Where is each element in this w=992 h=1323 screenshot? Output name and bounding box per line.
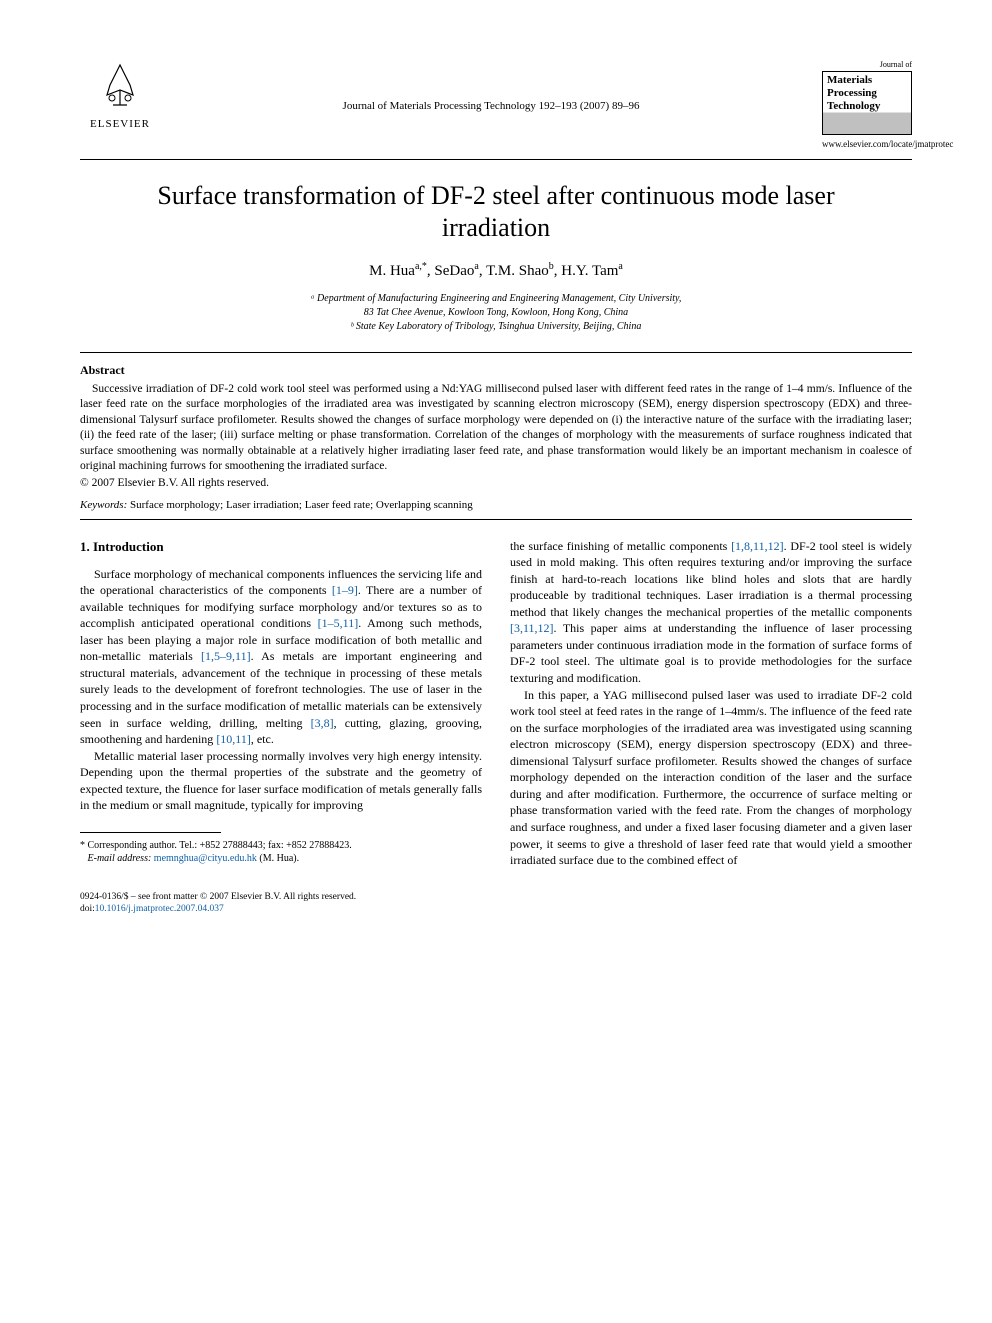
keywords-text: Surface morphology; Laser irradiation; L… <box>127 499 472 511</box>
ref-link[interactable]: [3,8] <box>311 716 334 730</box>
abstract-text: Successive irradiation of DF-2 cold work… <box>80 382 912 475</box>
keywords-line: Keywords: Surface morphology; Laser irra… <box>80 499 912 511</box>
author-3: , T.M. Shao <box>479 263 549 279</box>
author-1-affil: a, <box>415 261 422 272</box>
abstract-label: Abstract <box>80 363 912 378</box>
section-heading-intro: 1. Introduction <box>80 538 482 556</box>
email-link[interactable]: memnghua@cityu.edu.hk <box>154 853 257 864</box>
publisher-logo: ELSEVIER <box>80 60 160 130</box>
ref-link[interactable]: [3,11,12] <box>510 621 554 635</box>
p3-a: the surface finishing of metallic compon… <box>510 539 731 553</box>
cover-top-label: Journal of <box>822 60 912 69</box>
intro-para-3: the surface finishing of metallic compon… <box>510 538 912 687</box>
column-left: 1. Introduction Surface morphology of me… <box>80 538 482 869</box>
cover-box: Materials Processing Technology <box>822 71 912 135</box>
affiliation-a-line2: 83 Tat Chee Avenue, Kowloon Tong, Kowloo… <box>80 306 912 320</box>
abstract-copyright: © 2007 Elsevier B.V. All rights reserved… <box>80 477 912 489</box>
ref-link[interactable]: [10,11] <box>216 732 251 746</box>
p1-f: , etc. <box>251 732 274 746</box>
intro-para-2: Metallic material laser processing norma… <box>80 748 482 814</box>
ref-link[interactable]: [1–5,11] <box>318 616 359 630</box>
article-title: Surface transformation of DF-2 steel aft… <box>130 180 862 245</box>
ref-link[interactable]: [1,8,11,12] <box>731 539 784 553</box>
cover-line2: Processing <box>827 87 907 100</box>
footer-block: 0924-0136/$ – see front matter © 2007 El… <box>80 891 912 916</box>
ref-link[interactable]: [1,5–9,11] <box>201 649 251 663</box>
intro-para-1: Surface morphology of mechanical compone… <box>80 566 482 748</box>
authors-line: M. Huaa,*, SeDaoa, T.M. Shaob, H.Y. Tama <box>80 261 912 280</box>
affiliation-b: ᵇ State Key Laboratory of Tribology, Tsi… <box>80 320 912 334</box>
author-4: , H.Y. Tam <box>554 263 619 279</box>
doi-link[interactable]: 10.1016/j.jmatprotec.2007.04.037 <box>95 904 224 914</box>
affiliations: ᵃ Department of Manufacturing Engineerin… <box>80 292 912 334</box>
publisher-name: ELSEVIER <box>90 118 150 130</box>
abstract-rule-bottom <box>80 519 912 520</box>
footer-doi-line: doi:10.1016/j.jmatprotec.2007.04.037 <box>80 903 912 915</box>
intro-para-4: In this paper, a YAG millisecond pulsed … <box>510 687 912 869</box>
author-4-affil: a <box>618 261 622 272</box>
journal-reference: Journal of Materials Processing Technolo… <box>160 60 822 112</box>
footer-line1: 0924-0136/$ – see front matter © 2007 El… <box>80 891 912 903</box>
rule-top <box>80 159 912 160</box>
p3-c: . This paper aims at understanding the i… <box>510 621 912 685</box>
cover-line3: Technology <box>827 100 907 113</box>
cover-line1: Materials <box>827 74 907 87</box>
abstract-rule-top <box>80 352 912 353</box>
ref-link[interactable]: [1–9] <box>332 583 358 597</box>
body-columns: 1. Introduction Surface morphology of me… <box>80 538 912 869</box>
footnote-corr: * Corresponding author. Tel.: +852 27888… <box>80 839 482 853</box>
author-1: M. Hua <box>369 263 415 279</box>
footnote-email-line: E-mail address: memnghua@cityu.edu.hk (M… <box>80 852 482 866</box>
keywords-label: Keywords: <box>80 499 127 511</box>
affiliation-a-line1: ᵃ Department of Manufacturing Engineerin… <box>80 292 912 306</box>
doi-label: doi: <box>80 904 95 914</box>
author-2: , SeDao <box>427 263 475 279</box>
email-tail: (M. Hua). <box>257 853 299 864</box>
email-label: E-mail address: <box>88 853 152 864</box>
corresponding-footnote: * Corresponding author. Tel.: +852 27888… <box>80 839 482 866</box>
header-row: ELSEVIER Journal of Materials Processing… <box>80 60 912 149</box>
locate-url: www.elsevier.com/locate/jmatprotec <box>822 139 912 149</box>
footnote-divider <box>80 832 221 833</box>
elsevier-tree-icon <box>95 60 145 116</box>
column-right: the surface finishing of metallic compon… <box>510 538 912 869</box>
journal-cover: Journal of Materials Processing Technolo… <box>822 60 912 149</box>
